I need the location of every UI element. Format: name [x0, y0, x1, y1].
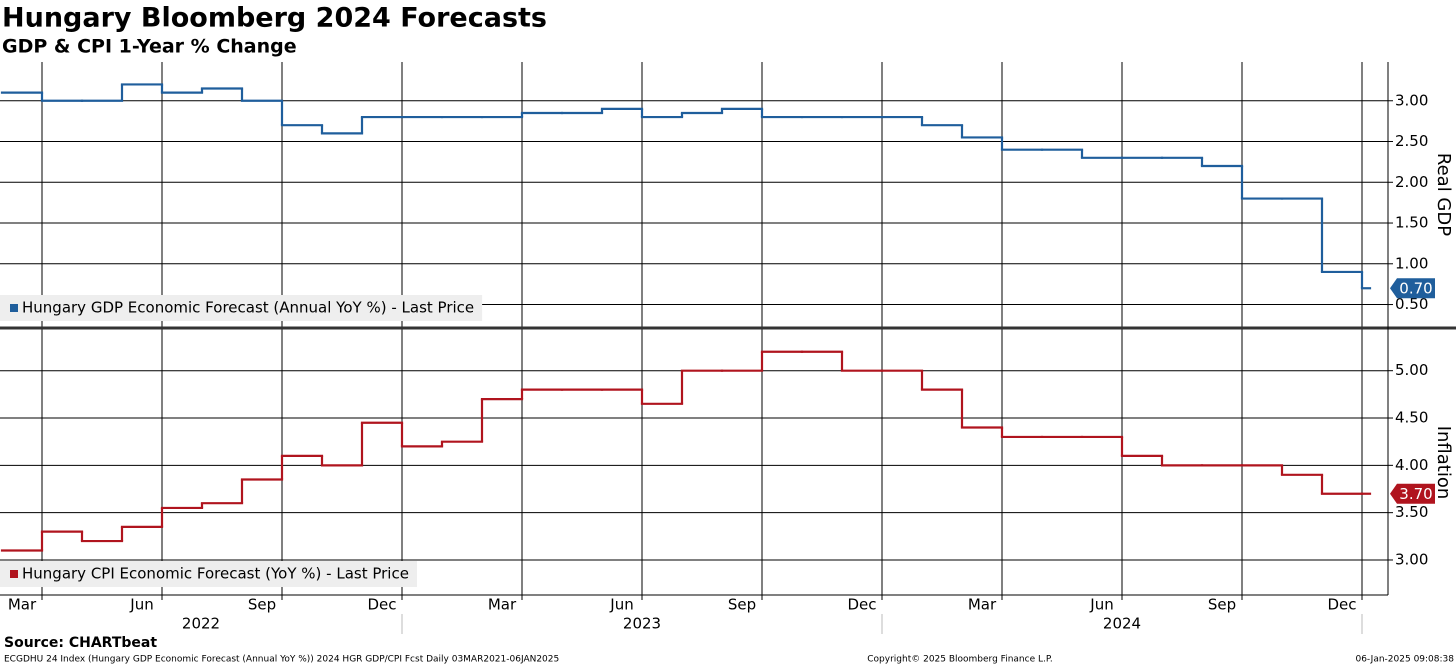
- x-tick-label: Mar: [8, 596, 37, 614]
- x-tick-label: Sep: [728, 596, 756, 614]
- y-tick-label: 4.00: [1395, 456, 1428, 474]
- x-tick-label: Dec: [1327, 596, 1356, 614]
- legend-swatch: [10, 304, 18, 312]
- y-tick-label: 3.50: [1395, 503, 1428, 521]
- legend-box: [0, 295, 483, 321]
- x-tick-label: Dec: [367, 596, 396, 614]
- x-year-label: 2022: [182, 615, 220, 633]
- y-axis-title: Real GDP: [1433, 153, 1454, 236]
- legend-label: Hungary CPI Economic Forecast (YoY %) - …: [22, 565, 409, 583]
- y-tick-label: 0.50: [1395, 295, 1428, 313]
- x-tick-label: Jun: [129, 596, 153, 614]
- source: Source: CHARTbeat: [4, 635, 157, 651]
- y-tick-label: 1.50: [1395, 214, 1428, 232]
- y-tick-label: 5.00: [1395, 361, 1428, 379]
- x-tick-label: Jun: [1089, 596, 1113, 614]
- y-tick-label: 2.50: [1395, 132, 1428, 150]
- x-tick-label: Mar: [488, 596, 517, 614]
- last-value-tag: [1390, 483, 1435, 504]
- footer-center: Copyright© 2025 Bloomberg Finance L.P.: [867, 655, 1052, 665]
- y-tick-label: 3.00: [1395, 91, 1428, 109]
- y-tick-label: 1.00: [1395, 254, 1428, 272]
- y-axis-title: Inflation: [1433, 426, 1454, 500]
- x-tick-label: Jun: [609, 596, 633, 614]
- chart-title: Hungary Bloomberg 2024 Forecasts: [2, 3, 547, 34]
- legend-box: [0, 561, 417, 587]
- y-tick-label: 2.00: [1395, 173, 1428, 191]
- x-tick-label: Mar: [968, 596, 997, 614]
- chart-subtitle: GDP & CPI 1-Year % Change: [2, 36, 297, 58]
- footer-right: 06-Jan-2025 09:08:38: [1355, 655, 1454, 665]
- x-year-label: 2024: [1103, 615, 1141, 633]
- legend-swatch: [10, 570, 18, 578]
- x-tick-label: Sep: [1208, 596, 1236, 614]
- legend-label: Hungary GDP Economic Forecast (Annual Yo…: [22, 299, 474, 317]
- last-value-tag: [1390, 278, 1435, 299]
- x-year-label: 2023: [623, 615, 661, 633]
- last-value-label: 0.70: [1399, 280, 1432, 298]
- x-tick-label: Dec: [847, 596, 876, 614]
- y-tick-label: 3.00: [1395, 550, 1428, 568]
- y-tick-label: 4.50: [1395, 409, 1428, 427]
- x-tick-label: Sep: [248, 596, 276, 614]
- last-value-label: 3.70: [1399, 485, 1432, 503]
- footer-left: ECGDHU 24 Index (Hungary GDP Economic Fo…: [4, 655, 559, 665]
